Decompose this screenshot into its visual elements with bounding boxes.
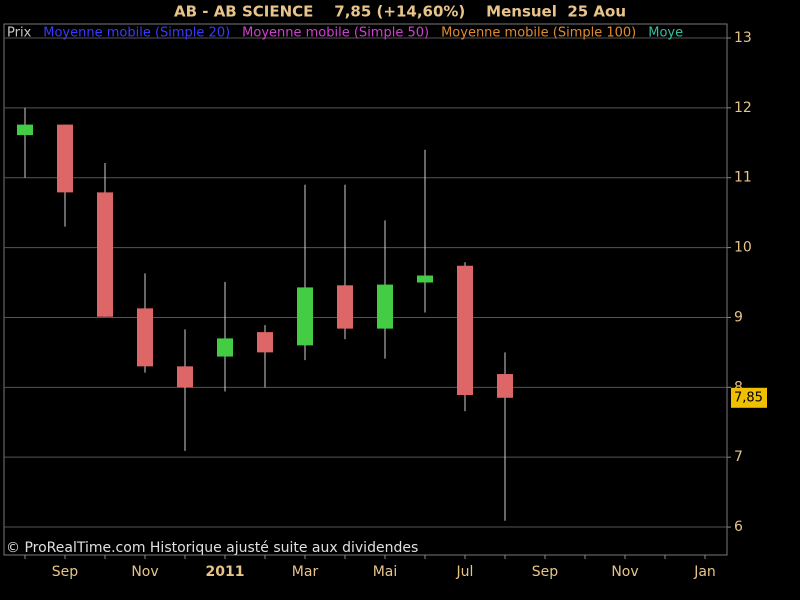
x-tick-label: Jul [456, 564, 474, 580]
footer-note: © ProRealTime.com Historique ajusté suit… [6, 540, 418, 556]
y-tick-label: 10 [734, 240, 752, 256]
x-tick-label: Mar [292, 564, 319, 580]
legend-entry: Moyenne mobile (Simple 50) [242, 26, 429, 41]
y-tick-label: 9 [734, 309, 743, 325]
grid [4, 37, 731, 559]
x-tick-label: Jan [693, 564, 716, 580]
y-tick-label: 13 [734, 30, 752, 46]
candle-body [177, 366, 193, 388]
candle-body [57, 124, 73, 193]
chart-title: AB - AB SCIENCE 7,85 (+14,60%) Mensuel 2… [174, 3, 626, 21]
y-tick-label: 8 [734, 379, 743, 395]
y-tick-label: 6 [734, 519, 743, 535]
candle-body [337, 285, 353, 329]
legend-entry: Moye [648, 26, 683, 41]
legend-entry: Prix [7, 26, 32, 41]
candles [17, 107, 513, 521]
candle-body [377, 284, 393, 329]
candle-body [137, 308, 153, 367]
last-price-label: 7,85 [734, 390, 763, 405]
last-price-box [731, 387, 767, 408]
x-tick-label: Nov [131, 564, 158, 580]
y-tick-label: 12 [734, 100, 752, 116]
x-tick-label: Nov [611, 564, 638, 580]
legend: Prix Moyenne mobile (Simple 20) Moyenne mo… [7, 26, 683, 41]
x-tick-label: Sep [532, 564, 559, 580]
y-tick-label: 11 [734, 170, 752, 186]
x-tick-label: Mai [373, 564, 398, 580]
candle-body [497, 374, 513, 398]
legend-entry: Moyenne mobile (Simple 100) [441, 26, 636, 41]
plot-border [3, 23, 728, 556]
candle-body [257, 332, 273, 353]
candle-body [297, 287, 313, 346]
y-tick-label: 7 [734, 449, 743, 465]
candle-body [217, 338, 233, 357]
candle-body [457, 265, 473, 396]
legend-entry: Moyenne mobile (Simple 20) [43, 26, 230, 41]
candle-body [17, 124, 33, 136]
candle-body [97, 192, 113, 317]
candle-body [417, 275, 433, 283]
x-tick-label: 2011 [206, 564, 245, 580]
x-tick-label: Sep [52, 564, 79, 580]
